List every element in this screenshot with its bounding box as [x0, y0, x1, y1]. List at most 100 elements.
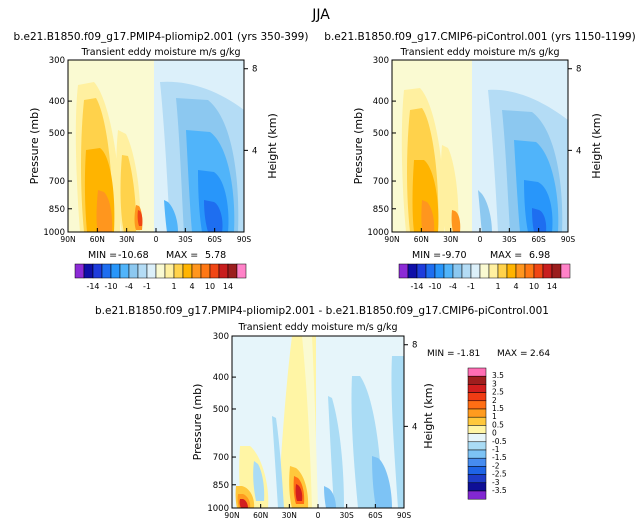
colorbar-label: -2: [492, 461, 500, 470]
colorbar-swatch: [146, 263, 157, 279]
y-tick-label: 300: [213, 332, 229, 342]
colorbar-label: -3: [492, 478, 500, 487]
colorbar-label: -10: [428, 282, 441, 291]
y-tick-label: 400: [373, 97, 389, 107]
panel-picontrol-max-label: MAX =: [490, 250, 522, 261]
y-tick-label: 300: [49, 56, 65, 66]
colorbar-swatch: [467, 457, 487, 467]
colorbar-swatch: [452, 263, 463, 279]
panel-difference: b.e21.B1850.f09_g17.PMIP4-pliomip2.001 -…: [95, 305, 550, 520]
colorbar-swatch: [227, 263, 238, 279]
colorbar-label: -4: [125, 282, 133, 291]
panel-difference-colorbar: 3.532.521.510.50-0.5-1-1.5-2-2.5-3-3.5: [467, 367, 507, 500]
x-tick-label: 60S: [532, 235, 547, 244]
colorbar-swatch: [467, 425, 487, 434]
x-tick-label: 60S: [208, 235, 223, 244]
panel-difference-y2label: Height (km): [422, 383, 435, 449]
panel-picontrol: b.e21.B1850.f09_g17.CMIP6-piControl.001 …: [324, 31, 635, 291]
colorbar-swatch: [434, 263, 445, 279]
colorbar-swatch: [479, 263, 490, 279]
panel-picontrol-title: b.e21.B1850.f09_g17.CMIP6-piControl.001 …: [324, 31, 635, 43]
panel-pliomip-subtitle: Transient eddy moisture m/s g/kg: [80, 47, 240, 58]
colorbar-swatch: [467, 375, 487, 385]
colorbar-label: 0: [492, 429, 497, 438]
colorbar-swatch: [164, 263, 175, 279]
colorbar-swatch: [110, 263, 121, 279]
colorbar-swatch: [467, 384, 487, 393]
colorbar-swatch: [218, 263, 229, 279]
colorbar-swatch: [467, 408, 487, 418]
panel-difference-min-label: MIN =: [427, 349, 455, 359]
colorbar-swatch: [506, 263, 517, 279]
y2-tick-label: 4: [576, 146, 581, 156]
y-tick-label: 500: [373, 129, 389, 139]
colorbar-label: -1: [467, 282, 475, 291]
colorbar-swatch: [524, 263, 535, 279]
colorbar-label: 4: [513, 282, 518, 291]
colorbar-swatch: [467, 433, 487, 443]
x-tick-label: 90N: [60, 235, 75, 244]
colorbar-swatch: [467, 482, 487, 492]
colorbar-swatch: [236, 263, 247, 279]
x-tick-label: 90S: [561, 235, 576, 244]
y-tick-label: 1000: [207, 504, 229, 514]
colorbar-label: 10: [529, 282, 539, 291]
y-tick-label: 700: [373, 177, 389, 187]
panel-pliomip-colorbar: -14 -10 -4 -1 1 4 10 14: [74, 263, 247, 291]
colorbar-swatch: [92, 263, 103, 279]
colorbar-label: -0.5: [492, 437, 507, 446]
x-tick-label: 60S: [368, 511, 383, 520]
x-tick-label: 90S: [397, 511, 412, 520]
panel-picontrol-subtitle: Transient eddy moisture m/s g/kg: [399, 47, 559, 58]
colorbar-label: 14: [547, 282, 557, 291]
colorbar-swatch: [467, 490, 487, 500]
x-tick-label: 60N: [90, 235, 105, 244]
colorbar-swatch: [209, 263, 220, 279]
panel-picontrol-min-value: -9.70: [442, 250, 467, 261]
y2-tick-label: 8: [576, 65, 581, 75]
panel-pliomip-y2label: Height (km): [266, 113, 279, 179]
colorbar-swatch: [467, 400, 487, 410]
colorbar-swatch: [191, 263, 202, 279]
colorbar-swatch: [467, 441, 487, 451]
colorbar-swatch: [83, 263, 94, 279]
colorbar-label: -3.5: [492, 486, 507, 495]
colorbar-swatch: [470, 263, 481, 279]
colorbar-label: 2: [492, 396, 497, 405]
panel-difference-title: b.e21.B1850.f09_g17.PMIP4-pliomip2.001 -…: [95, 305, 549, 317]
colorbar-label: -1: [492, 445, 500, 454]
colorbar-swatch: [467, 367, 487, 377]
panel-pliomip-field: [68, 60, 244, 232]
colorbar-swatch: [200, 263, 211, 279]
panel-pliomip-max-value: 5.78: [205, 250, 226, 261]
panel-pliomip-min-value: -10.68: [118, 250, 149, 261]
y-tick-label: 500: [49, 129, 65, 139]
y2-tick-label: 8: [412, 341, 417, 351]
y-tick-label: 1000: [367, 228, 389, 238]
y2-tick-label: 4: [252, 146, 257, 156]
panel-difference-subtitle: Transient eddy moisture m/s g/kg: [237, 322, 397, 333]
colorbar-label: -14: [410, 282, 423, 291]
colorbar-label: 1: [492, 412, 497, 421]
colorbar-label: 2.5: [492, 388, 504, 397]
x-tick-label: 30S: [340, 511, 355, 520]
y2-tick-label: 4: [412, 422, 417, 432]
colorbar-swatch: [533, 263, 544, 279]
y-tick-label: 850: [49, 205, 65, 215]
colorbar-label: -10: [104, 282, 117, 291]
y-tick-label: 300: [373, 56, 389, 66]
colorbar-swatch: [467, 416, 487, 426]
x-tick-label: 90S: [237, 235, 252, 244]
y2-tick-label: 8: [252, 65, 257, 75]
colorbar-label: 1: [171, 282, 176, 291]
colorbar-swatch: [551, 263, 562, 279]
colorbar-swatch: [74, 263, 85, 279]
x-tick-label: 30S: [502, 235, 517, 244]
colorbar-label: 0.5: [492, 420, 504, 429]
panel-pliomip-max-label: MAX =: [166, 250, 198, 261]
colorbar-swatch: [467, 392, 487, 402]
colorbar-swatch: [119, 263, 130, 279]
x-tick-label: 0: [478, 235, 483, 244]
y-tick-label: 850: [213, 481, 229, 491]
panel-picontrol-field: [392, 60, 568, 232]
